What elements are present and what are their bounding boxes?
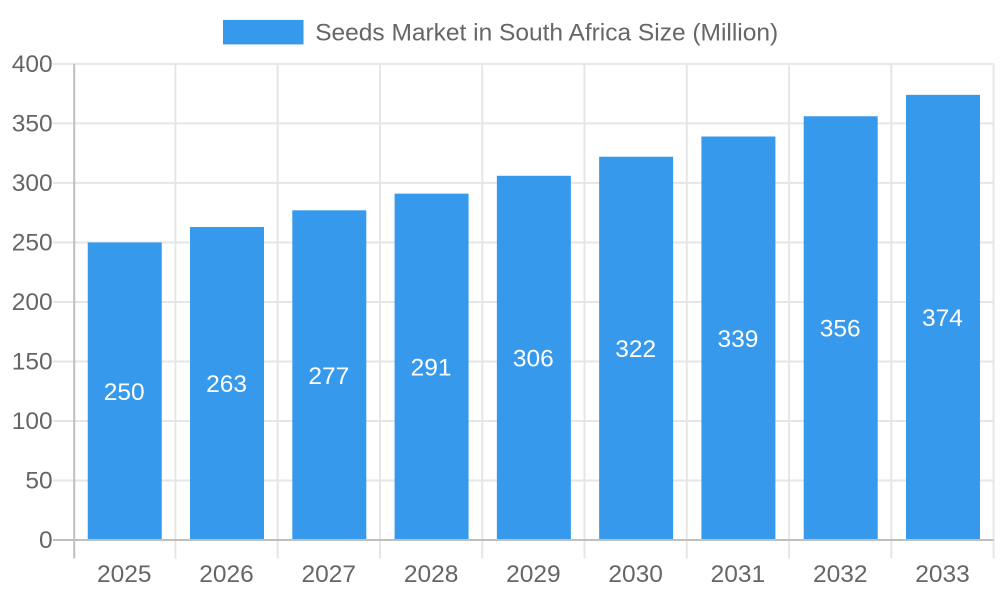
svg-text:322: 322	[615, 336, 656, 363]
svg-text:50: 50	[25, 467, 52, 494]
svg-text:150: 150	[12, 348, 53, 375]
svg-text:374: 374	[922, 305, 963, 332]
svg-text:200: 200	[12, 289, 53, 316]
svg-text:2026: 2026	[199, 561, 254, 588]
svg-text:0: 0	[39, 527, 53, 554]
svg-text:250: 250	[104, 379, 145, 406]
svg-text:263: 263	[206, 371, 247, 398]
svg-text:277: 277	[308, 363, 349, 390]
svg-text:339: 339	[717, 326, 758, 353]
svg-text:2030: 2030	[608, 561, 663, 588]
svg-text:2031: 2031	[711, 561, 766, 588]
svg-text:2032: 2032	[813, 561, 868, 588]
svg-text:400: 400	[12, 51, 53, 78]
svg-text:Seeds Market in South Africa S: Seeds Market in South Africa Size (Milli…	[315, 20, 778, 47]
svg-text:250: 250	[12, 229, 53, 256]
svg-text:2028: 2028	[404, 561, 459, 588]
svg-text:300: 300	[12, 170, 53, 197]
svg-text:2025: 2025	[97, 561, 152, 588]
svg-text:100: 100	[12, 408, 53, 435]
svg-text:306: 306	[513, 345, 554, 372]
svg-text:291: 291	[411, 354, 452, 381]
svg-text:2027: 2027	[302, 561, 357, 588]
svg-text:350: 350	[12, 110, 53, 137]
svg-text:356: 356	[820, 316, 861, 343]
svg-text:2033: 2033	[915, 561, 970, 588]
svg-text:2029: 2029	[506, 561, 561, 588]
